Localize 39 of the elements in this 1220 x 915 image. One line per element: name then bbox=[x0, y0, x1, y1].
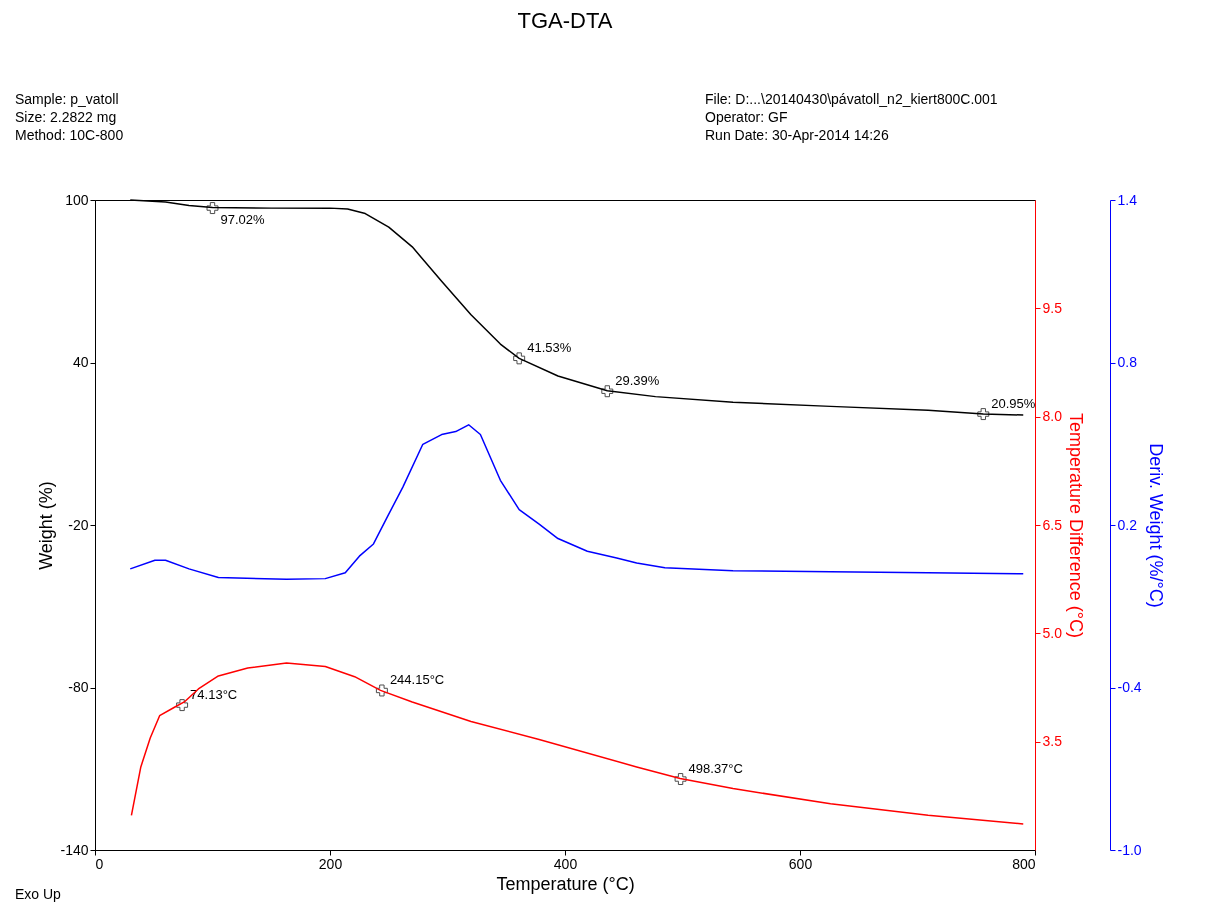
text: File: D:...\20140430\pávatoll_n2_kiert800C.001 bbox=[705, 91, 998, 107]
annotation: 41.53% bbox=[527, 340, 572, 356]
y-tick-label: -140 bbox=[60, 841, 89, 858]
y-tick-label: 100 bbox=[65, 191, 89, 208]
annotation: 97.02% bbox=[220, 212, 266, 228]
y2-tick-label: 8.0 bbox=[1042, 408, 1063, 425]
y3-tick-label: 0.2 bbox=[1117, 516, 1138, 533]
y3-tick-label: -1.0 bbox=[1117, 841, 1142, 858]
y2-tick-label: 9.5 bbox=[1042, 299, 1063, 316]
x-tick-label: 600 bbox=[788, 855, 813, 872]
y-tick-label: -20 bbox=[68, 516, 89, 533]
y-tick-label: 40 bbox=[72, 354, 89, 370]
annotation: 244.15°C bbox=[389, 672, 445, 688]
x-tick-label: 0 bbox=[95, 855, 104, 872]
annotation: 74.13°C bbox=[190, 687, 238, 703]
x-tick-label: 800 bbox=[1012, 855, 1036, 872]
text: Run Date: 30-Apr-2014 14:26 bbox=[705, 127, 889, 143]
text: Method: 10C-800 bbox=[15, 127, 124, 143]
y3-tick-label: 0.8 bbox=[1117, 354, 1138, 370]
x-axis-title: Temperature (°C) bbox=[496, 873, 635, 894]
chart-title: TGA-DTA bbox=[517, 8, 613, 33]
text: Operator: GF bbox=[705, 109, 788, 125]
x-tick-label: 400 bbox=[553, 855, 578, 872]
annotation: 20.95% bbox=[991, 396, 1036, 412]
y-tick-label: -80 bbox=[68, 679, 89, 695]
y2-tick-label: 6.5 bbox=[1042, 516, 1063, 533]
y3-axis-title: Deriv. Weight (%/°C) bbox=[1145, 443, 1166, 608]
annotation: 498.37°C bbox=[688, 761, 743, 777]
text: Sample: p_vatoll bbox=[15, 91, 119, 107]
x-tick-label: 200 bbox=[318, 855, 343, 872]
y3-tick-label: -0.4 bbox=[1117, 679, 1142, 695]
annotation: 29.39% bbox=[615, 373, 660, 389]
text: Size: 2.2822 mg bbox=[15, 109, 117, 125]
text: Exo Up bbox=[15, 886, 62, 902]
y-axis-title: Weight (%) bbox=[36, 481, 57, 570]
y3-tick-label: 1.4 bbox=[1117, 191, 1138, 208]
y2-tick-label: 3.5 bbox=[1042, 733, 1063, 750]
y2-tick-label: 5.0 bbox=[1042, 624, 1063, 641]
y2-axis-title: Temperature Difference (°C) bbox=[1065, 413, 1086, 638]
